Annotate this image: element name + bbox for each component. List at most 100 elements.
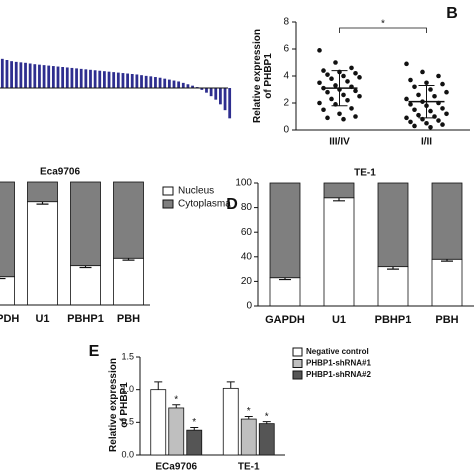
y-tick-label: 0.0 [121, 449, 134, 459]
bar-segment [377, 266, 409, 307]
data-point [436, 73, 441, 79]
data-point [329, 76, 334, 81]
bar [33, 64, 37, 88]
data-point [353, 88, 358, 94]
chart-title: TE-1 [354, 168, 376, 179]
bar-segment [113, 181, 144, 259]
bar-segment [269, 277, 301, 307]
data-point [317, 100, 322, 106]
significance-bracket [339, 27, 427, 33]
bar [65, 67, 69, 88]
bar-segment [431, 258, 463, 307]
legend-swatch [162, 186, 174, 196]
panel-letter: B [446, 5, 458, 22]
bar [177, 81, 181, 88]
bar [14, 61, 18, 88]
x-tick-label: III/IV [329, 137, 350, 148]
y-tick-label: 0 [283, 125, 289, 136]
data-point [420, 69, 425, 75]
data-point [341, 116, 346, 122]
bar [24, 62, 27, 88]
data-point [432, 93, 437, 99]
data-point [408, 102, 413, 107]
data-point [337, 111, 342, 117]
bar [205, 88, 208, 93]
bar [75, 68, 78, 88]
y-axis-label: Relative expressionof PHBP1 [108, 358, 130, 452]
y-tick-label: 6 [283, 44, 289, 55]
bar [228, 88, 232, 119]
legend-label: PHBP1-shRNA#1 [306, 359, 371, 368]
bar [154, 77, 157, 88]
bar [209, 88, 213, 97]
bar [61, 67, 65, 88]
data-point [329, 96, 334, 102]
bar-segment [0, 276, 15, 306]
significance-label: * [265, 411, 269, 422]
legend-label: Negative control [306, 347, 369, 356]
error-bar [262, 421, 271, 424]
data-point [440, 122, 445, 127]
y-tick-label: 2 [283, 98, 289, 109]
bar-segment [70, 181, 101, 267]
data-point [404, 115, 409, 121]
data-point [436, 118, 441, 123]
data-point [353, 71, 358, 76]
significance-label: * [174, 394, 178, 405]
bar [47, 65, 51, 88]
data-point [325, 89, 330, 95]
bar [186, 429, 203, 456]
x-tick-label: U1 [35, 313, 49, 325]
bar [168, 407, 185, 456]
data-point [353, 114, 358, 119]
bar-segment [431, 182, 463, 260]
x-tick-label: I/II [421, 137, 432, 148]
error-bar [190, 427, 199, 431]
y-tick-label: 4 [283, 71, 289, 82]
bar [144, 75, 148, 88]
data-point [317, 80, 322, 86]
bar-segment [0, 181, 15, 278]
bar [93, 70, 97, 88]
bar [116, 72, 120, 88]
bar [79, 68, 83, 88]
legend-swatch [162, 199, 174, 209]
y-tick-label: 0.5 [121, 417, 134, 427]
bar [84, 69, 88, 88]
data-point [412, 84, 417, 90]
data-point [428, 108, 433, 114]
data-point [404, 61, 409, 67]
data-point [428, 125, 433, 130]
bar [181, 82, 185, 88]
y-tick-label: 8 [283, 17, 289, 28]
bar-segment [113, 257, 144, 306]
data-point [408, 119, 413, 125]
sd-bar [418, 84, 435, 119]
bar [28, 63, 32, 88]
y-tick-label: 60 [241, 227, 253, 238]
data-point [416, 92, 421, 98]
data-point [440, 106, 445, 111]
bar [150, 389, 167, 456]
legend-swatch [292, 359, 303, 368]
data-point [349, 65, 354, 71]
data-point [412, 107, 417, 113]
bar [200, 88, 204, 90]
data-point [444, 89, 449, 95]
y-tick-label: 1.0 [121, 384, 134, 394]
legend-label: Nucleus [178, 186, 214, 197]
y-tick-label: 80 [241, 202, 253, 213]
bar [56, 66, 60, 88]
axis-label-group: Relative expressionof PHBP1 [108, 358, 130, 452]
bar [103, 71, 106, 88]
bar [51, 66, 55, 88]
bar [149, 76, 153, 88]
y-axis-label: Relative expressionof PHBP1 [252, 29, 274, 123]
legend-swatch [292, 347, 303, 357]
bar [223, 88, 227, 111]
legend-label: PHBP1-shRNA#2 [306, 370, 371, 379]
panel-letter: D [226, 196, 238, 213]
x-tick-label: PBHP1 [67, 313, 104, 325]
bar [167, 79, 171, 88]
